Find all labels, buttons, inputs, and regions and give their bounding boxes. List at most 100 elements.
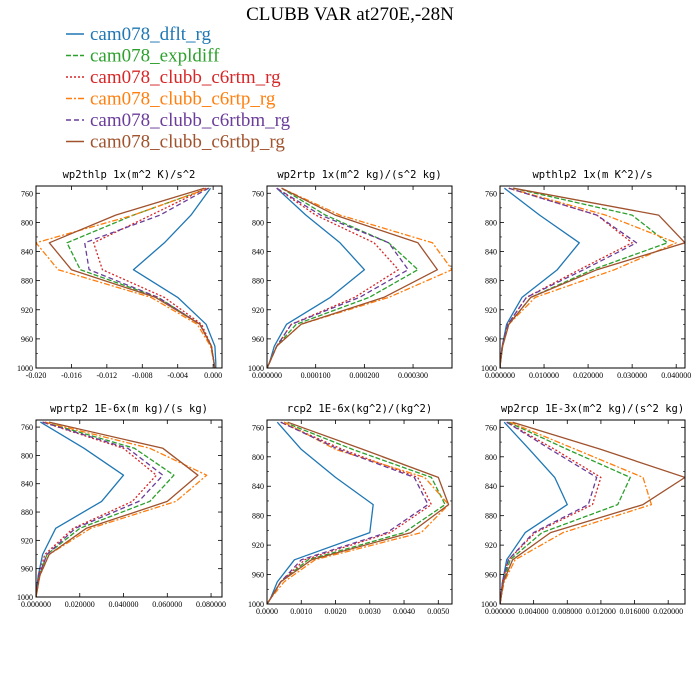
y-tick-label: 880 bbox=[21, 508, 33, 517]
x-tick-label: 0.020000 bbox=[573, 371, 603, 380]
legend-label: cam078_dflt_rg bbox=[90, 24, 212, 45]
series-line bbox=[500, 421, 685, 604]
series-line bbox=[500, 421, 631, 604]
series-line bbox=[267, 421, 450, 604]
panel-title: wpthlp2 1x(m K^2)/s bbox=[532, 169, 652, 181]
y-tick-label: 880 bbox=[252, 277, 264, 286]
y-tick-label: 800 bbox=[485, 453, 497, 462]
x-tick-label: 0.0010 bbox=[290, 607, 312, 616]
y-tick-label: 1000 bbox=[481, 364, 497, 373]
y-tick-label: 800 bbox=[252, 218, 264, 227]
x-tick-label: -0.012 bbox=[97, 371, 118, 380]
y-tick-label: 920 bbox=[21, 306, 33, 315]
x-tick-label: 0.0040 bbox=[393, 607, 415, 616]
series-line bbox=[66, 187, 216, 368]
y-tick-label: 760 bbox=[485, 189, 497, 198]
y-tick-label: 800 bbox=[485, 218, 497, 227]
legend-label: cam078_clubb_c6rtbp_rg bbox=[90, 132, 285, 153]
x-tick-label: -0.020 bbox=[26, 371, 47, 380]
y-tick-label: 920 bbox=[252, 541, 264, 550]
y-tick-label: 1000 bbox=[481, 600, 497, 609]
chart-panel: wp2thlp 1x(m^2 K)/s^2 760 800 840 880 920 960 1… bbox=[17, 169, 223, 380]
legend-label: cam078_clubb_c6rtp_rg bbox=[90, 89, 276, 110]
series-line bbox=[132, 187, 217, 368]
series-line bbox=[48, 187, 216, 368]
y-tick-label: 840 bbox=[21, 248, 33, 257]
series-line bbox=[36, 421, 125, 597]
x-tick-label: 0.040000 bbox=[109, 600, 139, 609]
panel-title: wp2thlp 1x(m^2 K)/s^2 bbox=[63, 169, 196, 181]
x-tick-label: 0.080000 bbox=[196, 600, 226, 609]
x-tick-label: -0.008 bbox=[132, 371, 153, 380]
y-tick-label: 1000 bbox=[17, 364, 33, 373]
x-tick-label: 0.020000 bbox=[65, 600, 95, 609]
legend-label: cam078_expldiff bbox=[90, 46, 220, 67]
x-tick-label: 0.000000 bbox=[485, 607, 515, 616]
x-tick-label: 0.030000 bbox=[617, 371, 647, 380]
legend: cam078_dflt_rgcam078_expldiffcam078_club… bbox=[66, 24, 291, 153]
legend-label: cam078_clubb_c6rtbm_rg bbox=[90, 110, 291, 131]
plot-frame bbox=[35, 185, 223, 369]
y-tick-label: 800 bbox=[252, 453, 264, 462]
series-line bbox=[267, 187, 366, 368]
series-line bbox=[267, 187, 439, 368]
y-tick-label: 960 bbox=[485, 571, 497, 580]
x-tick-label: 0.0050 bbox=[427, 607, 449, 616]
series-line bbox=[267, 187, 400, 368]
chart-panel: rcp2 1E-6x(kg^2)/(kg^2) 760 800 840 880 920 96… bbox=[248, 403, 453, 616]
y-tick-label: 840 bbox=[252, 248, 264, 257]
plot-frame bbox=[35, 419, 223, 598]
y-tick-label: 920 bbox=[21, 536, 33, 545]
series-line bbox=[267, 421, 374, 604]
panel-title: wp2rcp 1E-3x(m^2 kg)/(s^2 kg) bbox=[501, 403, 684, 415]
y-tick-label: 840 bbox=[252, 482, 264, 491]
y-tick-label: 960 bbox=[252, 571, 264, 580]
chart-panel: wprtp2 1E-6x(m kg)/(s kg) 760 800 840 880 920… bbox=[17, 403, 226, 609]
series-line bbox=[36, 421, 208, 597]
x-tick-label: 0.020000 bbox=[653, 607, 683, 616]
y-tick-label: 800 bbox=[21, 218, 33, 227]
legend-label: cam078_clubb_c6rtm_rg bbox=[90, 67, 281, 88]
x-tick-label: 0.0000 bbox=[256, 607, 278, 616]
series-line bbox=[36, 421, 199, 597]
series-line bbox=[267, 187, 452, 368]
x-tick-label: 0.000 bbox=[204, 371, 222, 380]
x-tick-label: 0.040000 bbox=[661, 371, 691, 380]
series-line bbox=[36, 187, 216, 368]
y-tick-label: 1000 bbox=[248, 364, 264, 373]
y-tick-label: 760 bbox=[485, 423, 497, 432]
plot-frame bbox=[266, 185, 453, 369]
chart-panel: wpthlp2 1x(m K^2)/s 760 800 840 880 920 960 100… bbox=[481, 169, 691, 380]
plot-frame bbox=[499, 419, 686, 605]
y-tick-label: 760 bbox=[21, 423, 33, 432]
y-tick-label: 920 bbox=[485, 541, 497, 550]
x-tick-label: 0.000000 bbox=[485, 371, 515, 380]
y-tick-label: 960 bbox=[252, 335, 264, 344]
series-line bbox=[500, 187, 638, 368]
panels: wp2thlp 1x(m^2 K)/s^2 760 800 840 880 920 960 1… bbox=[17, 169, 691, 616]
series-line bbox=[500, 187, 685, 368]
series-line bbox=[36, 421, 175, 597]
y-tick-label: 880 bbox=[485, 277, 497, 286]
series-line bbox=[500, 421, 568, 604]
x-tick-label: 0.000000 bbox=[252, 371, 282, 380]
x-tick-label: 0.000100 bbox=[301, 371, 331, 380]
figure-title: CLUBB VAR at270E,-28N bbox=[246, 4, 454, 25]
x-tick-label: 0.012000 bbox=[586, 607, 616, 616]
panel-title: wp2rtp 1x(m^2 kg)/(s^2 kg) bbox=[277, 169, 441, 181]
y-tick-label: 920 bbox=[252, 306, 264, 315]
x-tick-label: -0.016 bbox=[61, 371, 82, 380]
panel-title: wprtp2 1E-6x(m kg)/(s kg) bbox=[50, 403, 208, 415]
y-tick-label: 1000 bbox=[17, 593, 33, 602]
x-tick-label: 0.0030 bbox=[359, 607, 381, 616]
y-tick-label: 760 bbox=[21, 189, 33, 198]
series-line bbox=[267, 421, 429, 604]
y-tick-label: 920 bbox=[485, 306, 497, 315]
series-line bbox=[36, 421, 158, 597]
y-tick-label: 880 bbox=[252, 512, 264, 521]
series-line bbox=[500, 187, 677, 368]
y-tick-label: 960 bbox=[21, 335, 33, 344]
y-tick-label: 880 bbox=[485, 512, 497, 521]
panel-title: rcp2 1E-6x(kg^2)/(kg^2) bbox=[287, 403, 432, 415]
